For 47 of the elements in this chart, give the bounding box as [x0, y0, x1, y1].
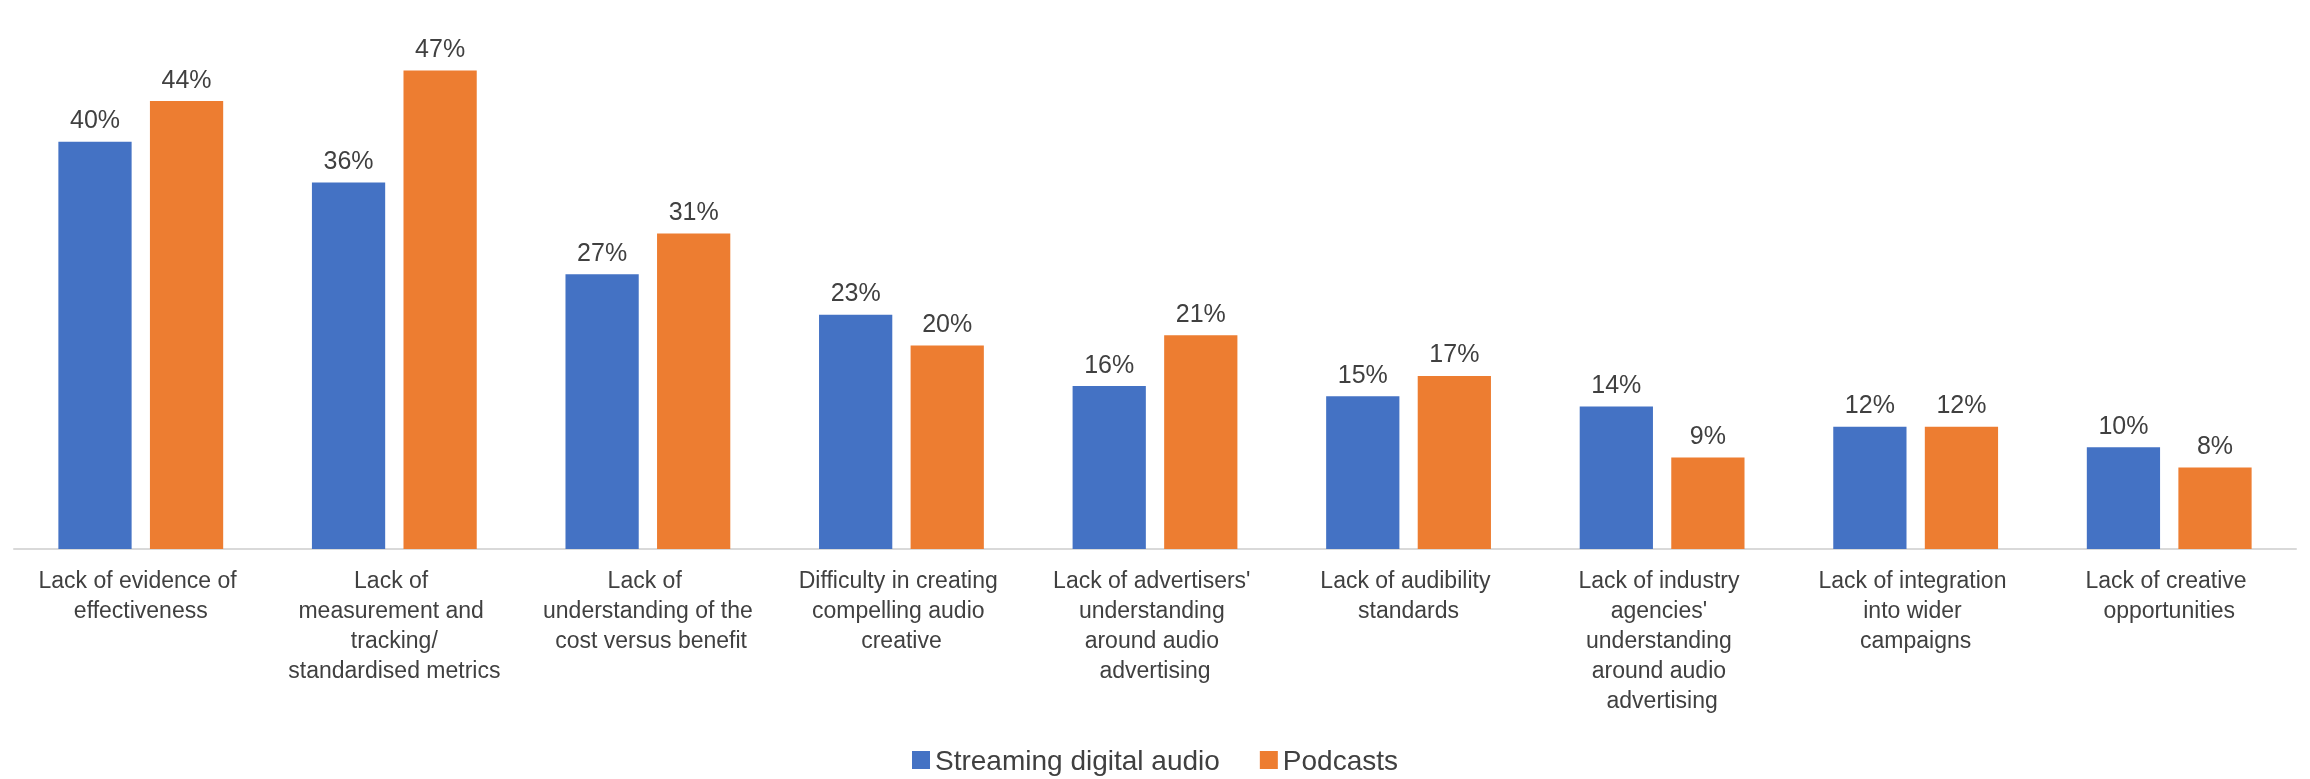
data-label: 14%	[1591, 369, 1642, 398]
x-tick-label: Difficulty in creating compelling audio creative	[798, 567, 1005, 653]
data-label: 8%	[2196, 431, 2234, 460]
legend-label: Podcasts	[1282, 744, 1399, 776]
bar	[657, 233, 731, 549]
bar	[819, 314, 893, 549]
x-tick-label: Lack of creative opportunities	[2085, 567, 2253, 623]
data-label: 21%	[1175, 298, 1226, 327]
x-tick-label: Lack of evidence of effectiveness	[38, 567, 244, 623]
bar	[1833, 426, 1907, 549]
bar	[1164, 335, 1238, 549]
data-label: 16%	[1084, 349, 1135, 378]
data-label: 47%	[415, 34, 466, 63]
data-label: 15%	[1337, 359, 1388, 388]
data-label: 10%	[2098, 410, 2149, 439]
data-label: 12%	[1936, 390, 1987, 419]
data-label: 12%	[1844, 390, 1895, 419]
x-tick-label: Lack of industry agencies' understanding around audio advertising	[1578, 567, 1746, 713]
bar	[58, 141, 132, 549]
data-label: 27%	[577, 237, 628, 266]
data-label: 40%	[69, 105, 121, 134]
data-label: 20%	[922, 308, 973, 337]
x-tick-label: Lack of measurement and tracking/standardised metrics	[288, 567, 501, 683]
bar	[1072, 386, 1146, 549]
data-label: 17%	[1429, 339, 1480, 368]
x-tick-label: Lack of integration into wider campaigns	[1818, 567, 2013, 653]
bar	[2178, 467, 2252, 549]
data-label: 31%	[668, 196, 719, 225]
bar	[1417, 375, 1491, 549]
bar	[149, 101, 224, 549]
data-label: 9%	[1689, 420, 1726, 449]
x-tick-label: Lack of understanding of the cost versus benefit	[543, 567, 753, 653]
bar	[1671, 457, 1745, 549]
bar	[910, 345, 984, 549]
data-label: 36%	[323, 146, 374, 175]
bar	[2086, 447, 2161, 549]
bar	[311, 182, 386, 549]
legend-label: Streaming digital audio	[934, 744, 1220, 776]
bar	[565, 274, 639, 549]
bar	[1579, 406, 1653, 549]
data-label: 44%	[161, 64, 212, 93]
data-label: 23%	[830, 278, 881, 307]
bar	[1326, 396, 1400, 549]
bar	[1924, 426, 1999, 549]
bar	[403, 70, 477, 549]
x-tick-label: Lack of advertisers' understanding around audio advertising	[1053, 567, 1257, 683]
x-tick-label: Lack of audibility standards	[1320, 567, 1497, 623]
